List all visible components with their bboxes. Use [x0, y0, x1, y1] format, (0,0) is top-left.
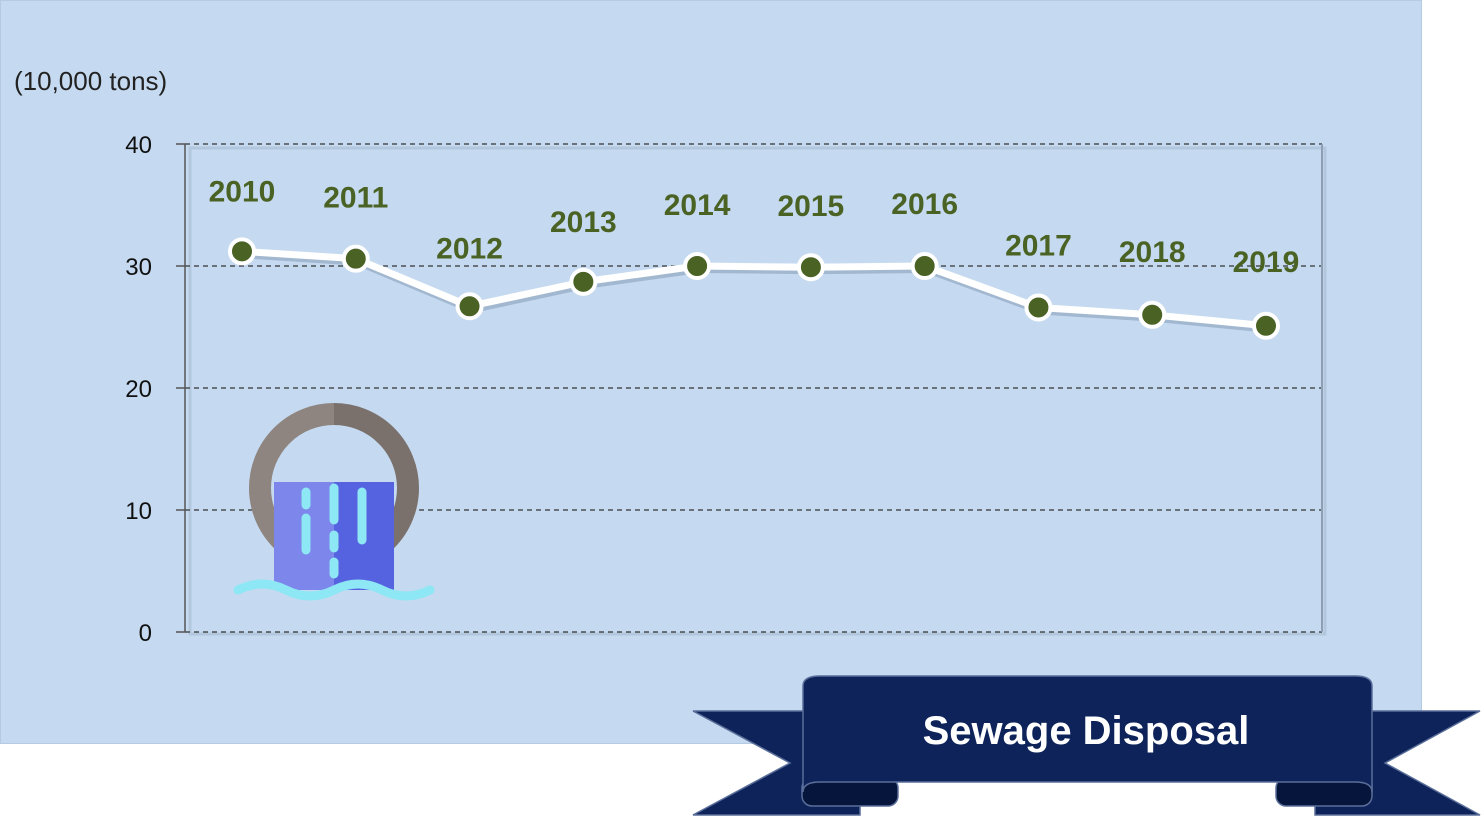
data-point — [683, 252, 712, 280]
year-data-label: 2016 — [891, 188, 958, 221]
title-banner: Sewage Disposal — [692, 675, 1481, 816]
series-line — [228, 237, 1280, 340]
plot-area-shadow — [188, 146, 1327, 636]
data-point — [1252, 311, 1280, 340]
year-data-label: 2013 — [550, 206, 617, 239]
data-point — [569, 267, 598, 296]
year-data-label: 2010 — [209, 175, 276, 208]
data-point — [796, 253, 825, 282]
y-tick-label: 20 — [125, 376, 152, 403]
year-data-label: 2018 — [1119, 236, 1186, 269]
year-data-label: 2019 — [1233, 246, 1300, 279]
y-axis-ticks: 0 10 20 30 40 — [125, 132, 185, 647]
series-line-path — [241, 247, 1267, 330]
year-data-label: 2011 — [323, 182, 388, 215]
y-tick-label: 30 — [125, 254, 152, 281]
data-point — [910, 252, 939, 280]
y-tick-label: 0 — [139, 620, 152, 647]
year-data-label: 2012 — [436, 232, 503, 265]
chart-panel — [0, 0, 1422, 744]
data-labels: 2010 2011 2012 2013 2014 2015 2016 2017 2018 2019 — [209, 175, 1300, 278]
year-data-label: 2015 — [778, 190, 845, 223]
year-data-label: 2017 — [1005, 229, 1072, 262]
year-data-label: 2014 — [664, 189, 731, 222]
data-point — [1024, 293, 1053, 322]
y-tick-label: 10 — [125, 498, 152, 525]
data-point — [455, 292, 484, 321]
data-point — [341, 244, 370, 273]
chart-title: Sewage Disposal — [923, 709, 1250, 753]
data-point — [228, 237, 256, 266]
sewage-pipe-icon — [233, 403, 435, 601]
y-tick-label: 40 — [125, 132, 152, 159]
data-point — [1138, 300, 1167, 329]
y-axis-unit-label: (10,000 tons) — [14, 66, 168, 96]
